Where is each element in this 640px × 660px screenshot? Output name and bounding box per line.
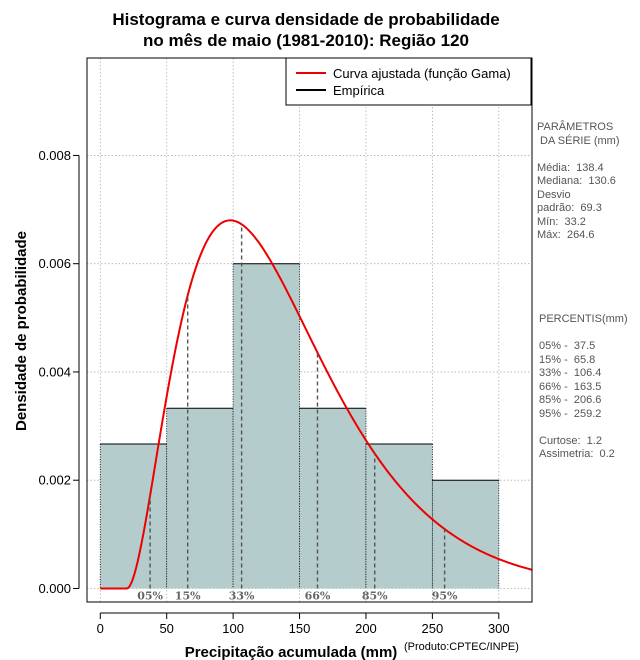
y-tick-label-1: 0.002 (38, 473, 71, 488)
x-tick-label-100: 100 (222, 621, 244, 636)
legend-label-empirical: Empírica (333, 83, 385, 98)
histogram-bar-3 (299, 408, 366, 589)
histogram-bar-2 (233, 263, 300, 589)
product-credit: (Produto:CPTEC/INPE) (404, 641, 519, 653)
x-axis-title: Precipitação acumulada (mm) (185, 644, 398, 660)
histogram-bar-5 (432, 480, 499, 589)
histogram-bar-0 (100, 443, 167, 589)
x-tick-label-300: 300 (488, 621, 510, 636)
percentile-label-95%: 95% (432, 589, 458, 602)
x-tick-label-150: 150 (289, 621, 311, 636)
chart-title-line-1: Histograma e curva densidade de probabil… (112, 10, 499, 29)
percentile-label-15%: 15% (175, 589, 201, 602)
histogram-bar-1 (166, 408, 234, 589)
y-tick-label-3: 0.006 (38, 256, 71, 271)
x-tick-label-200: 200 (355, 621, 377, 636)
percentile-label-33%: 33% (229, 589, 255, 602)
y-axis-title: Densidade de probabilidade (13, 231, 30, 431)
percentile-markers: 05% 15% 33% 66% 85% 95% (137, 224, 458, 602)
y-tick-label-4: 0.008 (38, 148, 71, 163)
legend-box (285, 57, 532, 106)
percentile-label-05%: 05% (137, 589, 163, 602)
legend: Curva ajustada (função Gama) Empírica (285, 57, 532, 106)
histogram-bar-4 (365, 443, 433, 589)
percentile-label-66%: 66% (305, 589, 331, 602)
series-parameters-panel: PARÂMETROS DA SÉRIE (mm) Média: 138.4 Me… (537, 121, 620, 241)
x-tick-label-0: 0 (97, 621, 104, 636)
y-axis: 0.000 0.002 0.004 0.006 0.008 (38, 148, 80, 596)
percentiles-panel: PERCENTIS(mm) 05% - 37.5 15% - 65.8 33% … (539, 313, 628, 460)
legend-label-fitted: Curva ajustada (função Gama) (333, 66, 511, 81)
percentile-label-85%: 85% (362, 589, 388, 602)
chart-title-line-2: no mês de maio (1981-2010): Região 120 (143, 31, 469, 50)
y-tick-label-0: 0.000 (38, 581, 71, 596)
fitted-curve-layer (100, 219, 533, 590)
histogram-bars (99, 263, 500, 589)
y-tick-label-2: 0.004 (38, 364, 71, 379)
x-tick-label-50: 50 (159, 621, 173, 636)
x-axis: 0 50 100 150 200 250 300 (97, 612, 510, 636)
x-tick-label-250: 250 (422, 621, 444, 636)
fitted-gamma-curve (100, 219, 533, 590)
